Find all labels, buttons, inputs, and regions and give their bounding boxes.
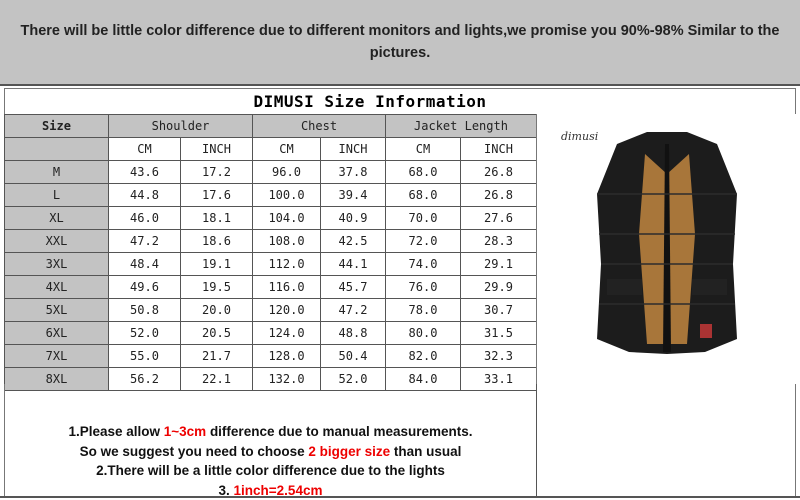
measurement-cell: 45.7	[321, 276, 386, 299]
length-header: Jacket Length	[386, 115, 537, 138]
size-cell: 7XL	[5, 345, 109, 368]
size-cell: 3XL	[5, 253, 109, 276]
measurement-cell: 104.0	[253, 207, 321, 230]
measurement-cell: 20.0	[181, 299, 253, 322]
measurement-cell: 20.5	[181, 322, 253, 345]
measurement-cell: 46.0	[109, 207, 181, 230]
size-notes: 1.Please allow 1~3cm difference due to m…	[4, 384, 537, 498]
chest-header: Chest	[253, 115, 386, 138]
unit-cm: CM	[109, 138, 181, 161]
product-photo: dimusi	[536, 114, 796, 384]
measurement-cell: 27.6	[461, 207, 537, 230]
size-chart-title: DIMUSI Size Information	[4, 88, 796, 114]
measurement-cell: 52.0	[109, 322, 181, 345]
size-cell: 6XL	[5, 322, 109, 345]
measurement-cell: 74.0	[386, 253, 461, 276]
measurement-cell: 17.6	[181, 184, 253, 207]
measurement-cell: 31.5	[461, 322, 537, 345]
measurement-cell: 76.0	[386, 276, 461, 299]
measurement-cell: 112.0	[253, 253, 321, 276]
measurement-cell: 72.0	[386, 230, 461, 253]
measurement-cell: 68.0	[386, 184, 461, 207]
measurement-cell: 48.4	[109, 253, 181, 276]
unit-blank	[5, 138, 109, 161]
unit-row: CM INCH CM INCH CM INCH	[5, 138, 537, 161]
size-header: Size	[5, 115, 109, 138]
header-row: Size Shoulder Chest Jacket Length	[5, 115, 537, 138]
size-cell: XXL	[5, 230, 109, 253]
note-1: 1.Please allow 1~3cm difference due to m…	[5, 422, 536, 442]
measurement-cell: 42.5	[321, 230, 386, 253]
measurement-cell: 18.1	[181, 207, 253, 230]
measurement-cell: 19.5	[181, 276, 253, 299]
measurement-cell: 26.8	[461, 184, 537, 207]
unit-inch: INCH	[181, 138, 253, 161]
unit-cm: CM	[386, 138, 461, 161]
measurement-cell: 82.0	[386, 345, 461, 368]
size-cell: 4XL	[5, 276, 109, 299]
measurement-cell: 108.0	[253, 230, 321, 253]
measurement-cell: 43.6	[109, 161, 181, 184]
measurement-cell: 100.0	[253, 184, 321, 207]
vest-image	[597, 132, 737, 354]
measurement-cell: 49.6	[109, 276, 181, 299]
measurement-cell: 96.0	[253, 161, 321, 184]
measurement-cell: 29.9	[461, 276, 537, 299]
measurement-cell: 26.8	[461, 161, 537, 184]
measurement-cell: 21.7	[181, 345, 253, 368]
measurement-cell: 40.9	[321, 207, 386, 230]
unit-cm: CM	[253, 138, 321, 161]
measurement-cell: 47.2	[109, 230, 181, 253]
measurement-cell: 128.0	[253, 345, 321, 368]
measurement-cell: 55.0	[109, 345, 181, 368]
measurement-cell: 28.3	[461, 230, 537, 253]
note-1-suggestion: So we suggest you need to choose 2 bigge…	[5, 442, 536, 462]
empty-cell	[537, 384, 796, 496]
measurement-cell: 68.0	[386, 161, 461, 184]
measurement-cell: 124.0	[253, 322, 321, 345]
unit-inch: INCH	[461, 138, 537, 161]
measurement-cell: 37.8	[321, 161, 386, 184]
size-cell: 5XL	[5, 299, 109, 322]
measurement-cell: 19.1	[181, 253, 253, 276]
measurement-cell: 32.3	[461, 345, 537, 368]
measurement-cell: 29.1	[461, 253, 537, 276]
size-cell: XL	[5, 207, 109, 230]
measurement-cell: 17.2	[181, 161, 253, 184]
size-cell: M	[5, 161, 109, 184]
note-2: 2.There will be a little color differenc…	[5, 461, 536, 481]
unit-inch: INCH	[321, 138, 386, 161]
measurement-cell: 70.0	[386, 207, 461, 230]
measurement-cell: 44.8	[109, 184, 181, 207]
measurement-cell: 30.7	[461, 299, 537, 322]
brand-logo: dimusi	[561, 130, 598, 143]
shoulder-header: Shoulder	[109, 115, 253, 138]
color-disclaimer-banner: There will be little color difference du…	[0, 0, 800, 86]
size-cell: L	[5, 184, 109, 207]
measurement-cell: 78.0	[386, 299, 461, 322]
measurement-cell: 120.0	[253, 299, 321, 322]
measurement-cell: 48.8	[321, 322, 386, 345]
measurement-cell: 18.6	[181, 230, 253, 253]
measurement-cell: 44.1	[321, 253, 386, 276]
measurement-cell: 50.4	[321, 345, 386, 368]
measurement-cell: 50.8	[109, 299, 181, 322]
measurement-cell: 39.4	[321, 184, 386, 207]
measurement-cell: 47.2	[321, 299, 386, 322]
measurement-cell: 116.0	[253, 276, 321, 299]
measurement-cell: 80.0	[386, 322, 461, 345]
size-table: Size Shoulder Chest Jacket Length CM INC…	[4, 114, 537, 391]
